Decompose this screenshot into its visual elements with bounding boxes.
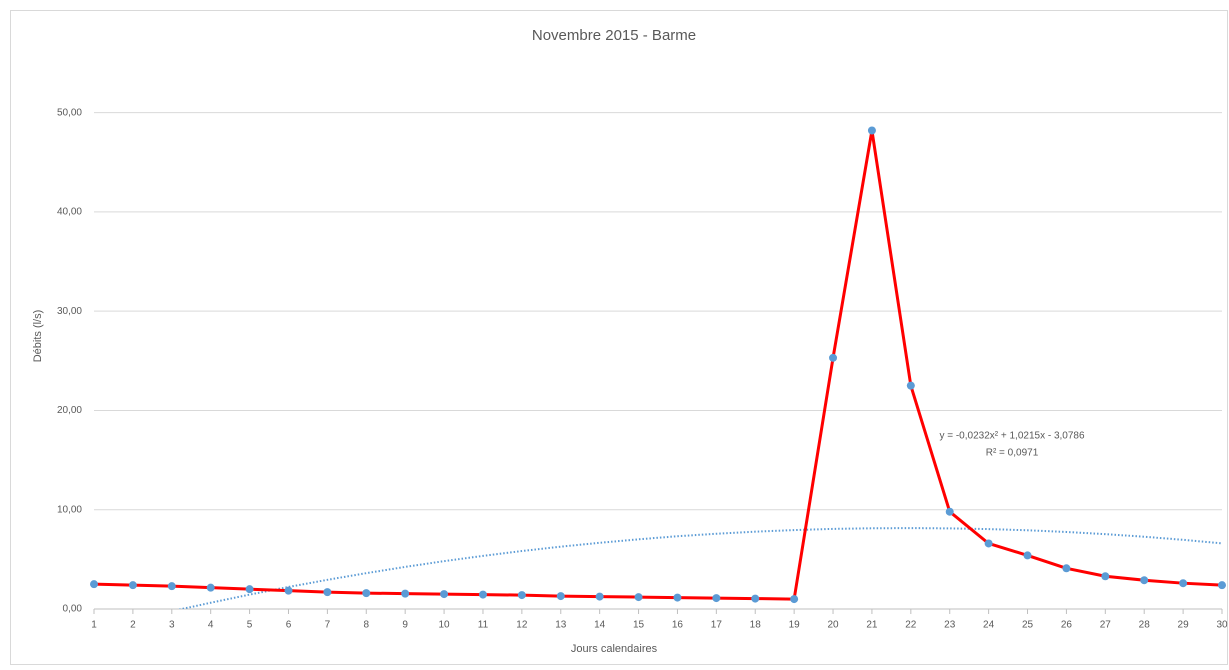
x-tick-label: 26 <box>1061 620 1073 631</box>
x-axis-title: Jours calendaires <box>571 643 658 655</box>
x-tick-label: 13 <box>555 620 567 631</box>
data-point <box>1023 551 1032 560</box>
data-point <box>556 592 565 601</box>
trendline <box>177 527 1222 609</box>
data-point <box>440 590 449 599</box>
x-tick-label: 1 <box>91 620 97 631</box>
data-point <box>867 126 876 135</box>
data-point <box>673 593 682 602</box>
x-tick-label: 29 <box>1178 620 1190 631</box>
plot-area <box>177 527 1222 609</box>
data-point <box>1101 572 1110 581</box>
data-point <box>1140 576 1149 585</box>
data-point <box>323 588 332 597</box>
data-point <box>712 594 721 603</box>
x-tick-label: 6 <box>286 620 292 631</box>
data-point <box>751 594 760 603</box>
x-tick-label: 25 <box>1022 620 1034 631</box>
chart-title: Novembre 2015 - Barme <box>532 27 696 44</box>
data-point <box>945 507 954 516</box>
data-point <box>634 593 643 602</box>
data-point <box>167 582 176 591</box>
data-point <box>128 581 137 590</box>
x-tick-label: 14 <box>594 620 606 631</box>
x-tick-label: 21 <box>866 620 878 631</box>
data-point <box>790 595 799 604</box>
chart-border <box>10 10 1228 665</box>
data-point <box>284 586 293 595</box>
data-point <box>1218 581 1226 590</box>
trendline-r2: R² = 0,0971 <box>986 448 1039 459</box>
data-point <box>829 353 838 362</box>
x-tick-label: 18 <box>750 620 762 631</box>
y-axis-title: Débits (l/s) <box>32 310 44 363</box>
x-tick-label: 8 <box>363 620 369 631</box>
y-tick-label: 10,00 <box>57 504 82 515</box>
x-tick-label: 7 <box>325 620 331 631</box>
x-tick-label: 10 <box>439 620 451 631</box>
data-point <box>401 589 410 598</box>
x-tick-label: 24 <box>983 620 995 631</box>
x-tick-label: 3 <box>169 620 175 631</box>
x-tick-label: 30 <box>1216 620 1228 631</box>
data-point <box>517 591 526 600</box>
data-point <box>1062 564 1071 573</box>
x-tick-label: 4 <box>208 620 214 631</box>
x-tick-label: 16 <box>672 620 684 631</box>
y-tick-label: 50,00 <box>57 107 82 118</box>
x-tick-label: 17 <box>711 620 723 631</box>
y-tick-label: 20,00 <box>57 405 82 416</box>
data-point <box>984 539 993 548</box>
data-point <box>90 580 98 589</box>
x-tick-label: 5 <box>247 620 253 631</box>
data-point <box>206 583 215 592</box>
x-tick-label: 2 <box>130 620 136 631</box>
data-point <box>362 589 371 598</box>
y-tick-label: 0,00 <box>63 604 83 615</box>
y-tick-label: 40,00 <box>57 207 82 218</box>
data-point <box>1179 579 1188 588</box>
x-tick-label: 28 <box>1139 620 1151 631</box>
x-tick-label: 22 <box>905 620 917 631</box>
x-tick-label: 12 <box>516 620 528 631</box>
data-point <box>595 592 604 601</box>
x-tick-label: 11 <box>478 620 489 631</box>
x-tick-label: 9 <box>402 620 408 631</box>
data-point <box>245 585 254 594</box>
x-tick-label: 15 <box>633 620 645 631</box>
x-tick-label: 27 <box>1100 620 1112 631</box>
data-point <box>478 590 487 599</box>
x-tick-label: 20 <box>827 620 839 631</box>
x-tick-label: 23 <box>944 620 956 631</box>
series-line <box>93 129 1223 601</box>
y-tick-label: 30,00 <box>57 306 82 317</box>
trendline-equation: y = -0,0232x² + 1,0215x - 3,0786 <box>939 431 1085 442</box>
x-tick-label: 19 <box>789 620 801 631</box>
data-point <box>906 381 915 390</box>
